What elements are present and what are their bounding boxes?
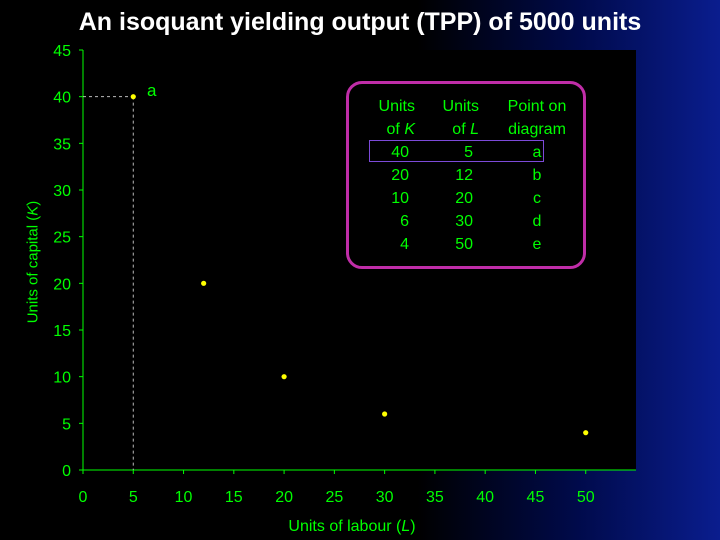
chart-title: An isoquant yielding output (TPP) of 500… <box>78 8 642 36</box>
x-tick-label: 15 <box>225 489 243 506</box>
data-point <box>281 374 287 380</box>
x-tick-label: 20 <box>275 489 293 506</box>
header-k-line1: Units <box>378 98 415 115</box>
table-cell-l: 12 <box>455 167 473 184</box>
y-tick-label: 10 <box>53 370 71 387</box>
x-tick-label: 0 <box>79 489 88 506</box>
header-l-line2: of L <box>452 121 479 138</box>
table-cell-point: e <box>532 236 542 253</box>
x-tick-label: 45 <box>527 489 545 506</box>
header-l-line1: Units <box>442 98 479 115</box>
y-tick-label: 25 <box>53 230 71 247</box>
x-tick-label: 30 <box>376 489 394 506</box>
x-tick-label: 35 <box>426 489 444 506</box>
y-tick-label: 40 <box>53 90 71 107</box>
table-cell-point: d <box>532 213 542 230</box>
header-point-line1: Point on <box>507 98 567 115</box>
table-cell-k: 40 <box>391 144 409 161</box>
y-tick-label: 20 <box>53 276 71 293</box>
table-cell-k: 6 <box>400 213 409 230</box>
table-cell-l: 5 <box>464 144 473 161</box>
data-point <box>201 280 207 286</box>
y-tick-label: 45 <box>53 43 71 60</box>
y-tick-label: 30 <box>53 183 71 200</box>
table-cell-l: 20 <box>455 190 473 207</box>
x-tick-label: 5 <box>129 489 138 506</box>
table-cell-k: 20 <box>391 167 409 184</box>
highlight-row-a <box>369 140 544 162</box>
table-cell-point: c <box>533 190 541 207</box>
y-axis-label: Units of capital (K) <box>24 200 42 324</box>
data-point <box>382 411 388 417</box>
table-column-l: Units of L 5 12 20 30 50 <box>431 95 479 256</box>
table-cell-l: 50 <box>455 236 473 253</box>
y-tick-label: 35 <box>53 136 71 153</box>
table-cell-l: 30 <box>455 213 473 230</box>
data-point <box>583 430 589 436</box>
x-tick-label: 10 <box>175 489 193 506</box>
x-axis-label: Units of labour (L) <box>288 518 416 535</box>
guide-lines <box>83 96 134 470</box>
data-table: Units of K 40 20 10 6 4 Units of L 5 12 … <box>346 81 586 269</box>
x-tick-label: 40 <box>476 489 494 506</box>
header-k-line2: of K <box>386 121 415 138</box>
data-point <box>130 94 136 100</box>
table-cell-k: 10 <box>391 190 409 207</box>
table-column-point: Point on diagram a b c d e <box>497 95 577 256</box>
header-point-line2: diagram <box>508 121 566 138</box>
axes <box>79 49 636 474</box>
x-tick-label: 25 <box>325 489 343 506</box>
table-cell-point: b <box>532 167 542 184</box>
point-a-label: a <box>147 81 157 100</box>
table-cell-point: a <box>532 144 542 161</box>
y-tick-label: 0 <box>62 463 71 480</box>
x-tick-label: 50 <box>577 489 595 506</box>
y-tick-label: 15 <box>53 323 71 340</box>
data-points <box>130 94 589 436</box>
y-tick-label: 5 <box>62 416 71 433</box>
table-column-k: Units of K 40 20 10 6 4 <box>363 95 415 256</box>
table-cell-k: 4 <box>400 236 409 253</box>
